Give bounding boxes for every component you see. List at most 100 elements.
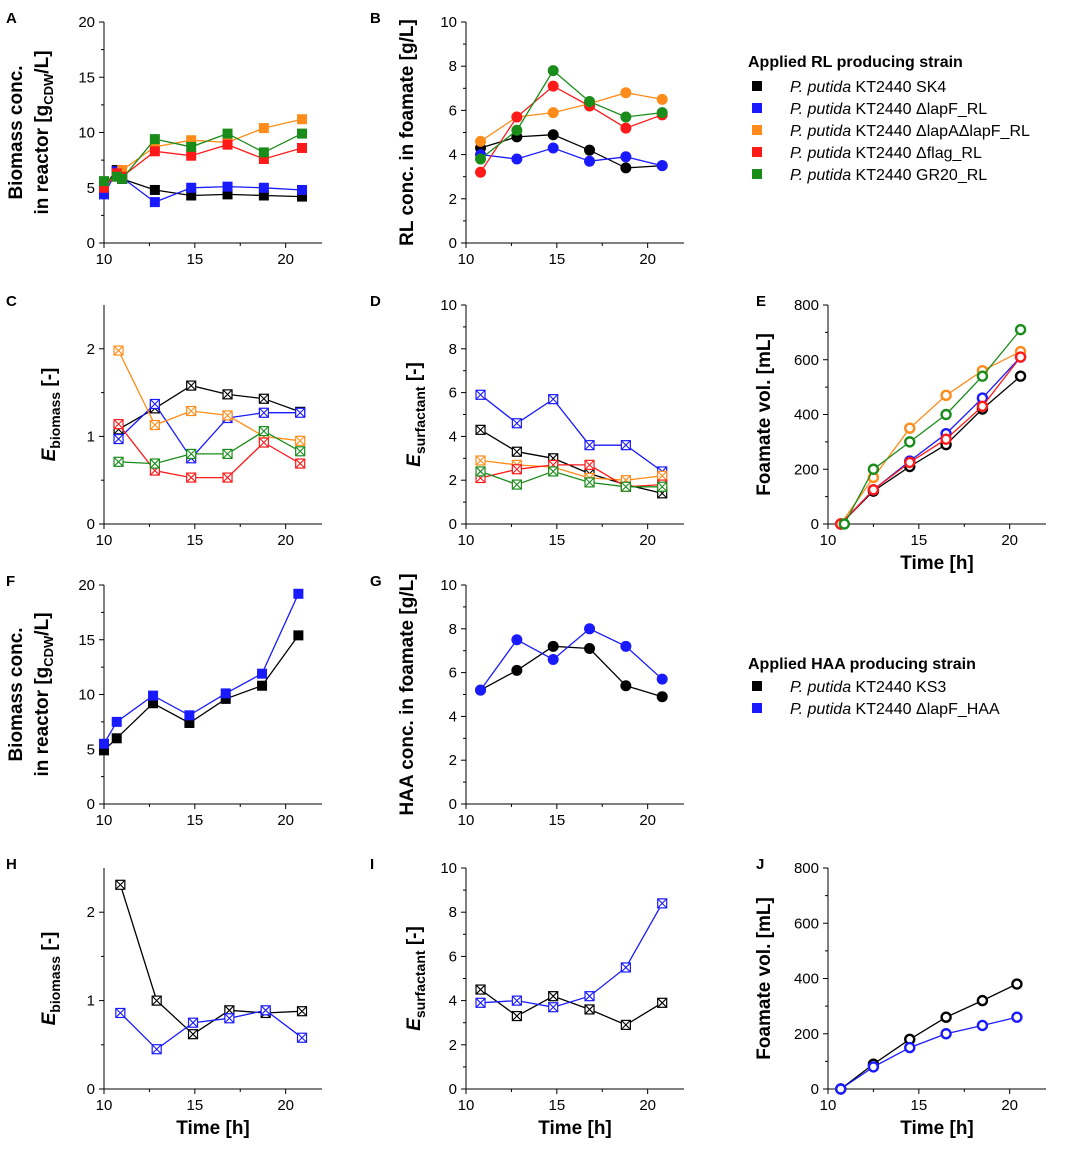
x-tick-label-J-1: 15 <box>910 1097 927 1114</box>
series-C-1-point-1 <box>149 398 160 410</box>
series-I-0-point-1 <box>511 1010 522 1022</box>
legend-rl-swatch-1 <box>752 103 762 113</box>
series-B-0-point-2 <box>547 129 559 141</box>
y-tick-label-C-1: 1 <box>87 428 95 445</box>
series-A-4-point-0 <box>99 176 109 187</box>
series-E-2-point-2 <box>904 422 916 434</box>
y-tick-label-B-4: 8 <box>449 58 457 75</box>
series-H-0-point-2 <box>187 1029 199 1040</box>
series-H-0-point-1 <box>151 995 162 1006</box>
series-C-3-point-0 <box>113 419 124 430</box>
series-A-3-point-5 <box>222 139 233 150</box>
series-line-D-4 <box>480 470 663 488</box>
series-C-2-point-0 <box>113 345 124 356</box>
legend-haa-item-1: P. putida KT2440 ΔlapF_HAA <box>752 701 1000 718</box>
y-tick-label-I-4: 8 <box>449 904 457 921</box>
series-I-0-point-0 <box>475 984 486 995</box>
x-tick-label-D-2: 20 <box>639 532 656 549</box>
series-A-1-point-4 <box>186 182 197 193</box>
series-F-0 <box>99 630 304 756</box>
series-line-J-1 <box>840 1016 1018 1090</box>
x-tick-label-A-0: 10 <box>96 251 113 268</box>
y-axis-label-H: Ebiomass [-] <box>39 932 63 1026</box>
y-tick-label-D-3: 6 <box>449 385 457 402</box>
series-E-3 <box>835 351 1027 530</box>
y-tick-label-B-3: 6 <box>449 102 457 119</box>
series-F-1-point-2 <box>148 690 159 701</box>
legend-rl-item-0: P. putida KT2440 SK4 <box>752 79 946 96</box>
legend-rl-item-1: P. putida KT2440 ΔlapF_RL <box>752 101 987 118</box>
series-F-1 <box>99 588 304 749</box>
x-tick-label-D-0: 10 <box>458 532 475 549</box>
series-C-4-point-4 <box>258 426 269 437</box>
series-E-3-point-5 <box>1014 351 1027 363</box>
series-C-1-point-0 <box>113 433 124 445</box>
panel-label-F: F <box>6 573 15 590</box>
legend-rl-label-3: P. putida KT2440 Δflag_RL <box>790 145 982 162</box>
series-G-0-point-3 <box>584 643 596 655</box>
y-axis-label-F-line1: Biomass conc. <box>6 627 27 761</box>
series-G-1-point-2 <box>547 653 559 665</box>
series-H-1-point-3 <box>224 1013 235 1024</box>
series-G-1 <box>475 623 668 696</box>
y-tick-label-D-0: 0 <box>449 516 457 533</box>
series-C-4-point-1 <box>149 458 160 469</box>
panel-A: A 0 5 10 15 20 10 15 20 Biomass conc. in reactor [… <box>6 10 322 268</box>
series-A-0-point-3 <box>149 184 160 195</box>
x-tick-label-B-1: 15 <box>548 251 565 268</box>
series-line-C-4 <box>118 430 301 465</box>
x-axis-label-E: Time [h] <box>900 553 974 574</box>
series-C-0-point-2 <box>186 380 197 391</box>
series-H-1-point-1 <box>151 1044 162 1055</box>
y-tick-label-C-0: 0 <box>87 516 95 533</box>
series-F-0-point-3 <box>184 717 195 728</box>
series-F-1-point-0 <box>99 738 109 749</box>
series-D-4 <box>475 466 668 492</box>
series-C-2-point-1 <box>149 419 160 431</box>
y-tick-label-H-2: 2 <box>87 904 95 921</box>
y-tick-label-F-2: 10 <box>78 687 95 704</box>
series-line-E-3 <box>840 356 1022 525</box>
series-A-4-point-7 <box>297 128 308 139</box>
series-C-2-point-5 <box>295 435 306 446</box>
series-line-G-0 <box>480 645 663 698</box>
series-C-3-point-4 <box>258 437 269 448</box>
series-E-4-point-5 <box>1014 323 1027 336</box>
series-G-0-point-2 <box>547 640 559 652</box>
series-D-3-point-1 <box>511 464 522 475</box>
legend-haa-title: Applied HAA producing strain <box>748 656 976 673</box>
series-D-4-point-2 <box>548 466 559 477</box>
series-J-0-point-4 <box>976 994 989 1007</box>
series-F-0-point-0 <box>99 745 109 756</box>
legend-rl-swatch-3 <box>752 147 762 157</box>
y-axis-label-J: Foamate vol. [mL] <box>754 897 775 1060</box>
legend-rl-label-1: P. putida KT2440 ΔlapF_RL <box>790 101 987 118</box>
y-tick-label-G-1: 2 <box>449 752 457 769</box>
panel-label-A: A <box>6 10 17 27</box>
legend-rl-label-2: P. putida KT2440 ΔlapAΔlapF_RL <box>790 123 1030 140</box>
series-G-1-point-4 <box>620 640 632 652</box>
series-line-H-0 <box>119 884 303 1036</box>
series-B-4 <box>475 65 668 165</box>
x-tick-label-E-1: 15 <box>910 532 927 549</box>
y-tick-label-J-4: 800 <box>794 860 819 877</box>
series-B-2-point-4 <box>620 87 632 99</box>
series-E-4-point-4 <box>976 370 989 382</box>
series-A-4-point-3 <box>149 134 160 145</box>
series-B-4-point-3 <box>584 96 596 108</box>
series-D-2-point-0 <box>475 455 486 466</box>
series-E-3-point-2 <box>904 456 916 469</box>
x-tick-label-B-0: 10 <box>458 251 475 268</box>
series-A-1-point-6 <box>258 182 269 193</box>
series-B-1-point-2 <box>547 142 559 154</box>
series-E-4-point-3 <box>940 408 952 421</box>
panel-F: F 0 5 10 15 20 10 15 20 Biomass conc. in reactor [… <box>6 573 322 829</box>
series-F-1-point-4 <box>220 688 231 699</box>
y-tick-label-I-5: 10 <box>440 860 457 877</box>
series-line-C-1 <box>118 402 301 460</box>
series-A-3-point-7 <box>297 142 308 153</box>
series-B-2-point-0 <box>475 135 487 147</box>
y-tick-label-I-1: 2 <box>449 1037 457 1054</box>
series-H-1-point-4 <box>260 1005 271 1016</box>
